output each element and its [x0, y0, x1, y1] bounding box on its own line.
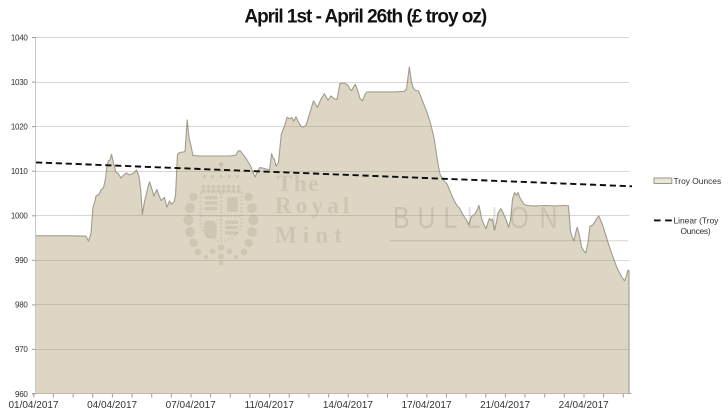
svg-text:The: The [277, 171, 320, 196]
svg-text:21/04/2017: 21/04/2017 [480, 400, 530, 411]
svg-text:1040: 1040 [11, 33, 28, 42]
svg-text:1010: 1010 [11, 167, 28, 176]
svg-text:07/04/2017: 07/04/2017 [166, 400, 216, 411]
svg-text:01/04/2017: 01/04/2017 [8, 400, 58, 411]
svg-text:11/04/2017: 11/04/2017 [245, 400, 295, 411]
svg-text:04/04/2017: 04/04/2017 [87, 400, 137, 411]
svg-text:1020: 1020 [11, 122, 28, 131]
svg-text:Ounces): Ounces) [681, 226, 711, 236]
svg-text:Troy Ounces: Troy Ounces [674, 176, 722, 186]
svg-text:1030: 1030 [11, 78, 28, 87]
svg-text:14/04/2017: 14/04/2017 [323, 400, 373, 411]
svg-text:980: 980 [15, 301, 28, 310]
svg-text:Linear (Troy: Linear (Troy [674, 215, 720, 225]
svg-text:17/04/2017: 17/04/2017 [401, 400, 451, 411]
svg-text:24/04/2017: 24/04/2017 [559, 400, 609, 411]
svg-text:April 1st - April 26th (£ troy: April 1st - April 26th (£ troy oz) [244, 7, 487, 28]
svg-text:970: 970 [15, 345, 28, 354]
svg-text:Royal: Royal [275, 193, 354, 218]
svg-text:1000: 1000 [11, 212, 28, 221]
svg-text:990: 990 [15, 256, 28, 265]
svg-text:960: 960 [15, 390, 28, 399]
svg-text:Mint: Mint [275, 222, 348, 247]
